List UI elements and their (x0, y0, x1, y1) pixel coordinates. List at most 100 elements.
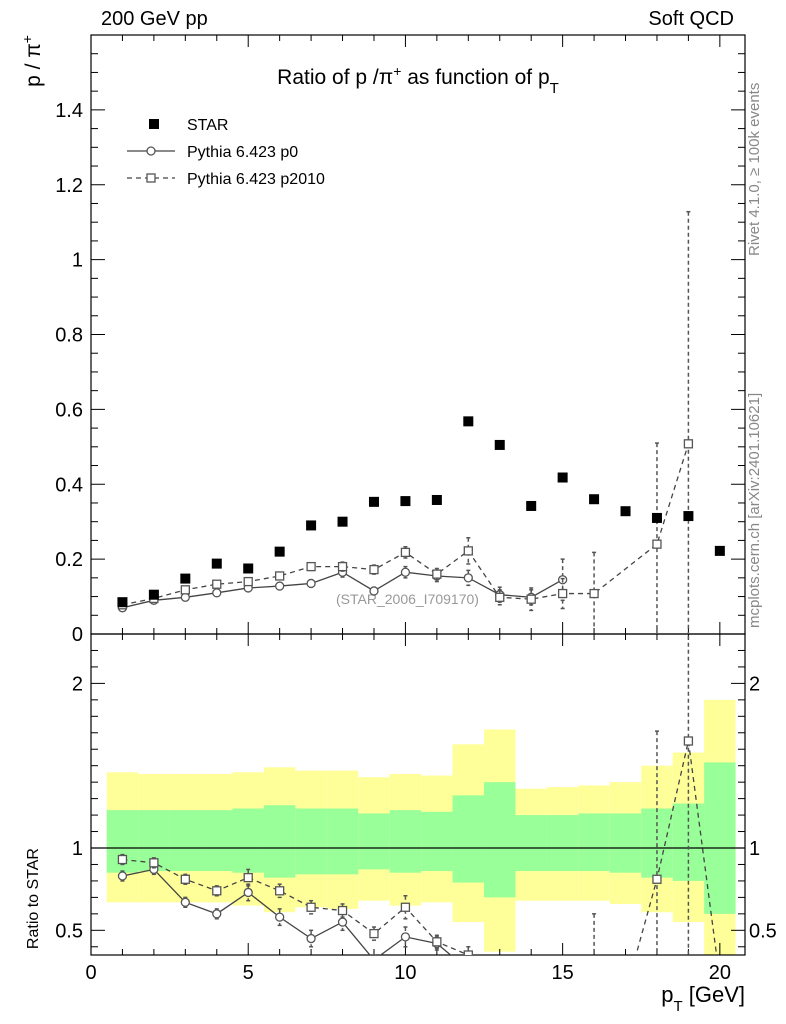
ratio-p0-point (400, 932, 411, 942)
main-y-tick-label: 0.6 (55, 399, 83, 421)
ratio-p2010-point (337, 905, 348, 916)
analysis-watermark: (STAR_2006_I709170) (336, 591, 479, 607)
green-band-15 (546, 815, 579, 872)
ratio-p2010-point (590, 959, 598, 967)
ratio-p0-point (180, 897, 190, 907)
main-p0-point (180, 592, 190, 602)
ratio-y-tick-label: 1 (72, 838, 83, 860)
legend-star-label: STAR (187, 117, 228, 134)
ratio-p2010-point (683, 736, 694, 746)
green-band-6 (263, 805, 296, 878)
main-star-point (620, 506, 631, 517)
main-star-point (306, 520, 317, 531)
main-series-filled-square (117, 416, 725, 608)
main-p2010-point (683, 439, 694, 449)
main-p2010-point (463, 546, 473, 556)
green-band-10 (389, 810, 422, 873)
main-p2010-point (495, 592, 505, 602)
main-p2010-point (369, 564, 379, 575)
green-band-3 (169, 810, 202, 872)
ratio-p2010-point (306, 902, 316, 912)
green-band-11 (421, 811, 453, 872)
main-star-point (557, 472, 568, 483)
main-star-point (526, 500, 537, 511)
main-p2010-point (652, 539, 662, 549)
main-star-point (431, 494, 442, 505)
main-p2010-point (526, 594, 536, 604)
ratio-p2010-point (622, 989, 630, 997)
ratio-y-tick-label-right: 1 (749, 838, 760, 860)
ratio-line-open-circle-solid (122, 868, 452, 955)
main-y-tick-label: 1.2 (55, 175, 83, 197)
main-star-point (400, 496, 411, 507)
main-p0-point (463, 573, 473, 583)
main-star-point (117, 597, 128, 608)
ratio-p2010-point (180, 874, 190, 884)
main-series-open-square-dashed (117, 210, 694, 634)
legend-star-marker (149, 119, 159, 129)
legend-p2010-marker (146, 173, 156, 183)
ratio-y-tick-label-right: 0.5 (749, 920, 777, 942)
main-star-point (463, 416, 474, 427)
x-tick-label: 5 (243, 962, 254, 984)
main-p2010-point (180, 585, 190, 595)
ratio-p0-point (464, 966, 472, 974)
green-band-17 (609, 813, 642, 873)
main-p0-point (369, 586, 379, 596)
green-band-9 (358, 813, 390, 870)
main-y-axis-label: p / π+ (19, 35, 45, 87)
x-tick-label: 15 (552, 962, 574, 984)
green-band-8 (326, 808, 359, 875)
header-right-label: Soft QCD (648, 8, 734, 30)
ratio-p0-point (337, 917, 348, 927)
ratio-p0-point (275, 912, 285, 922)
main-p0-point (275, 581, 285, 591)
ratio-p2010-point (496, 976, 504, 984)
ratio-y-tick-label-right: 2 (749, 673, 760, 695)
legend-p0-label: Pythia 6.423 p0 (187, 144, 298, 161)
ratio-p2010-point (527, 964, 535, 972)
ratio-p0-point (370, 956, 378, 964)
main-p0-point (400, 567, 411, 577)
main-p2010-point (243, 576, 253, 587)
legend: STAR Pythia 6.423 p0 Pythia 6.423 p2010 (127, 117, 325, 188)
main-y-tick-label: 0 (72, 624, 83, 646)
x-tick-label: 10 (394, 962, 416, 984)
ratio-series-open-square-dashed (117, 634, 718, 997)
main-star-point (683, 511, 694, 522)
green-band-5 (232, 808, 264, 873)
green-band-14 (515, 815, 547, 872)
main-p2010-point (432, 569, 442, 579)
main-star-point (211, 558, 222, 569)
main-p2010-point (212, 579, 222, 589)
green-band-4 (201, 810, 233, 872)
main-star-point (274, 546, 285, 557)
ratio-p2010-point (369, 928, 379, 939)
ratio-p2010-point (400, 902, 411, 912)
ratio-p0-point (243, 887, 253, 898)
main-star-point (148, 589, 159, 600)
main-star-point (651, 512, 662, 523)
main-y-tick-label: 0.4 (55, 474, 83, 496)
main-star-point (589, 494, 600, 505)
main-y-tick-label: 0.8 (55, 325, 83, 347)
main-p2010-point (589, 588, 599, 599)
ratio-p0-point (306, 933, 316, 944)
ratio-p2010-point (463, 950, 473, 955)
green-band-7 (295, 808, 327, 875)
x-axis-label: pT [GeV] (661, 982, 745, 1015)
ratio-y-axis-label: Ratio to STAR (25, 848, 42, 949)
green-band-16 (578, 813, 610, 872)
main-star-point (714, 545, 725, 556)
main-star-point (243, 563, 254, 574)
main-p2010-point (400, 547, 411, 558)
ratio-p2010-point (117, 854, 128, 865)
ratio-p2010-point (243, 872, 253, 883)
main-p0-point (306, 578, 316, 589)
main-p2010-point (337, 561, 348, 572)
main-p2010-point (306, 561, 316, 572)
legend-p0-marker (146, 146, 156, 156)
ratio-y-tick-label: 0.5 (55, 920, 83, 942)
main-star-point (180, 573, 191, 584)
